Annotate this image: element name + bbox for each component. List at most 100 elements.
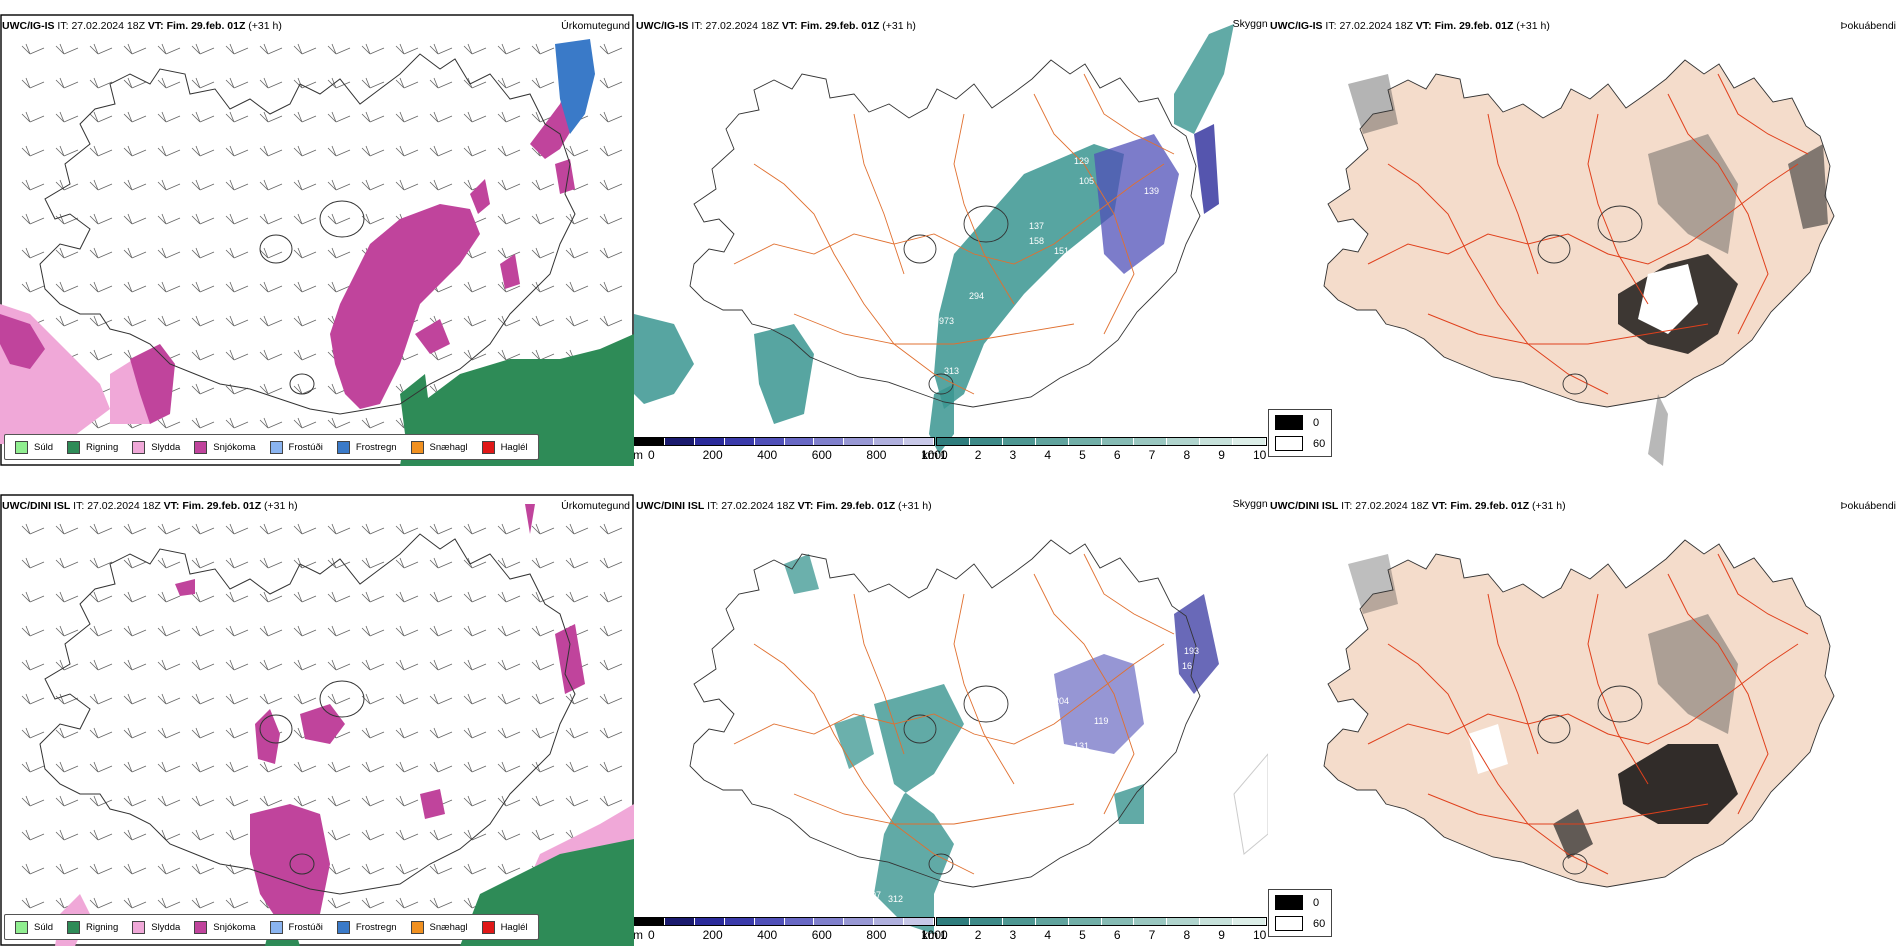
wind-barb [429,897,453,909]
wind-barb [497,349,521,361]
wind-barb [463,523,487,535]
colorbar-segment [874,438,905,445]
wind-barb [497,281,521,293]
wind-barb [429,523,453,535]
wind-barb [55,591,79,603]
wind-barb [259,213,283,225]
legend-label: Rigning [86,441,119,453]
wind-barb [429,43,453,55]
wind-barb [565,761,589,773]
wind-barb [259,145,283,157]
wind-barb [55,111,79,123]
wind-barb [89,77,113,89]
colorbar-tick-label: 800 [866,448,887,462]
cloudbase-value-label: 207 [866,890,881,900]
legend-label: Frostregn [355,921,397,933]
wind-barb [157,43,181,55]
wind-barb [599,727,623,739]
wind-barb [293,625,317,637]
wind-barb [361,761,385,773]
cloudbase-value-label: 129 [1074,156,1089,166]
wind-barb [361,625,385,637]
cloudbase-value-label: 193 [1184,646,1199,656]
colorbar-tick-label: 1 [940,928,947,942]
legend-swatch [132,920,146,934]
wind-barb [395,659,419,671]
wind-barb [157,179,181,191]
precip-type-legend: Súld Rigning Slydda Snjókoma Frostúði Frostre… [4,434,539,460]
wind-barb [361,659,385,671]
wind-barb [463,349,487,361]
legend-label: Snjókoma [213,441,256,453]
wind-barb [157,523,181,535]
colorbar-segment [1200,438,1234,445]
wind-barb [327,795,351,807]
wind-barb [599,213,623,225]
cloudbase-visibility-panel-top: UWC/IG-IS IT: 27.02.2024 18Z VT: Fim. 29… [634,14,1268,466]
legend-label: Frostúði [288,921,323,933]
wind-barb [327,145,351,157]
wind-barb [531,693,555,705]
glacier-outline [903,234,937,264]
panel-title: Úrkomutegund [561,500,630,512]
colorbar-tick-label: 1000 [921,928,948,942]
colorbar-segment [694,918,725,925]
wind-barb [599,111,623,123]
wind-barb [225,795,249,807]
wind-barb [497,693,521,705]
wind-barb [55,145,79,157]
wind-barb [497,761,521,773]
wind-barb [395,863,419,875]
wind-barb [361,179,385,191]
wind-barb [21,247,45,259]
legend-item: Slydda [132,440,180,454]
wind-barb [123,77,147,89]
wind-barb [157,897,181,909]
wind-barb [55,829,79,841]
wind-barb [395,761,419,773]
legend-item: Súld [15,920,53,934]
colorbar-tick-label: 200 [702,928,723,942]
wind-barb [191,693,215,705]
wind-barb [429,693,453,705]
legend-item: Frostúði [269,920,323,934]
coastline-path [1323,539,1835,888]
legend-item: Súld [15,440,53,454]
colorbar-segment [664,438,695,445]
wind-barb [89,795,113,807]
road-line [1667,573,1769,815]
wind-barb [21,179,45,191]
wind-barb [191,349,215,361]
wind-barb [123,693,147,705]
wind-barb [21,795,45,807]
wind-barb [599,795,623,807]
cloudbase-value-label: 364 [964,191,979,201]
wind-barb [259,557,283,569]
wind-barb [327,625,351,637]
wind-barb [191,179,215,191]
wind-barb [225,591,249,603]
wind-barb [327,179,351,191]
wind-barb [327,863,351,875]
wind-barb [55,523,79,535]
road-line [1427,313,1709,345]
glacier-outline [1537,714,1571,744]
wind-barb [225,349,249,361]
colorbar-tick-label: 8 [1183,928,1191,942]
colorbar-segment [937,918,970,925]
wind-barb [157,145,181,157]
wind-barb [497,179,521,191]
wind-barb [531,523,555,535]
wind-barb [225,247,249,259]
wind-barb [565,557,589,569]
colorbar-segment [724,918,755,925]
colorbar-tick-label: 4 [1044,928,1052,942]
panel-title: Skyggni [1232,498,1268,510]
wind-barb [191,557,215,569]
wind-barb [395,523,419,535]
wind-barb [191,281,215,293]
wind-barb [21,77,45,89]
wind-barb [21,213,45,225]
wind-barb [55,557,79,569]
wind-barb [157,417,181,429]
